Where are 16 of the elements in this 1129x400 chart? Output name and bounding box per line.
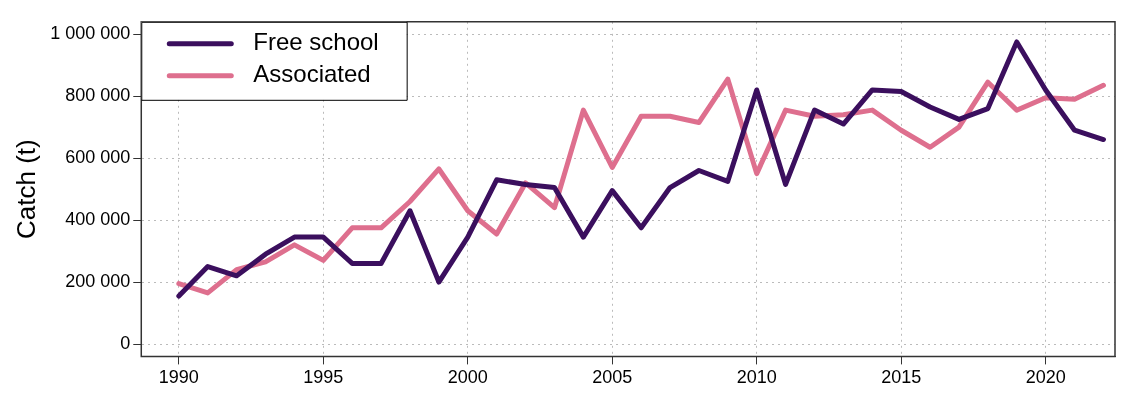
x-tick-label: 2010 [736,367,777,388]
x-tick-label: 1995 [303,367,344,388]
y-axis-title: Catch (t) [10,139,41,239]
x-tick-label: 1990 [158,367,199,388]
y-tick-label: 1 000 000 [50,23,131,44]
x-tick-label: 2000 [447,367,488,388]
y-tick-label: 200 000 [65,271,131,292]
x-tick-label: 2015 [881,367,922,388]
y-tick-label: 800 000 [65,85,131,106]
legend-label: Free school [253,28,379,56]
legend-label: Associated [253,60,371,88]
x-tick-label: 2020 [1025,367,1066,388]
y-tick-label: 600 000 [65,147,131,168]
x-tick-label: 2005 [592,367,633,388]
y-tick-label: 400 000 [65,209,131,230]
y-tick-label: 0 [120,332,131,353]
